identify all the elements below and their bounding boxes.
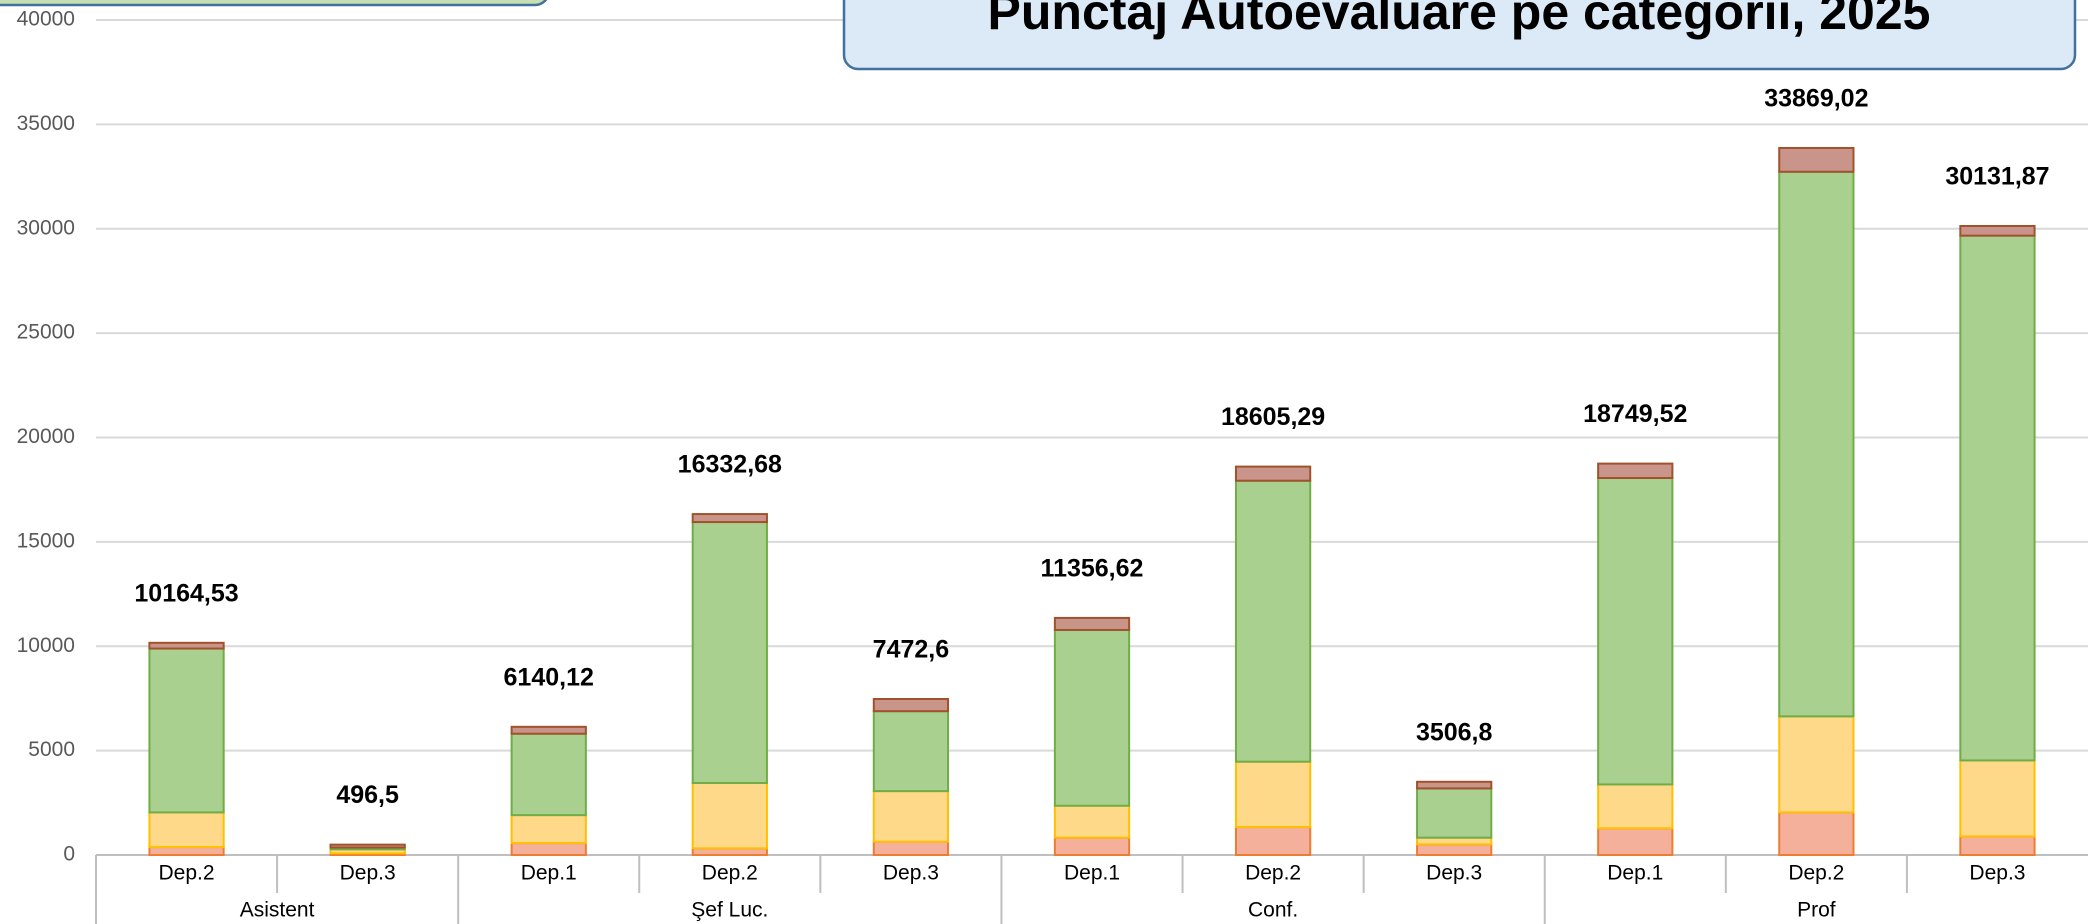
bar-segment (1234, 479, 1312, 763)
bar-segment (872, 710, 950, 793)
y-tick-label: 0 (63, 843, 75, 866)
bar-segment (1959, 835, 2036, 857)
bar-segment (691, 847, 768, 857)
bars (148, 146, 2036, 857)
bar-segment (1597, 783, 1674, 830)
bar-segment (510, 732, 587, 817)
total-label: 3506,8 (1416, 718, 1493, 746)
bar-segment (1959, 234, 2036, 762)
x-tick-label: Dep.2 (1245, 862, 1301, 885)
bar-segment (329, 843, 406, 849)
bar-segment (1597, 827, 1674, 857)
group-label: Asistent (240, 899, 315, 922)
x-tick-label: Dep.2 (159, 862, 215, 885)
y-tick-label: 20000 (17, 425, 75, 448)
y-tick-label: 15000 (17, 529, 75, 552)
bar-segment (1778, 170, 1855, 718)
bar-segment (1053, 616, 1131, 631)
total-label: 11356,62 (1041, 555, 1144, 583)
y-tick-label: 5000 (28, 738, 75, 761)
total-label: 6140,12 (504, 663, 594, 691)
bar-segment (1778, 146, 1855, 173)
bar-segment (1234, 465, 1312, 482)
bar-segment (1053, 628, 1131, 807)
bar-segment (510, 814, 587, 845)
bar-segment (1959, 224, 2036, 237)
bar-segment (148, 641, 225, 650)
bar-segment (1416, 787, 1493, 839)
bar-segment (1416, 843, 1493, 857)
bar-segment (148, 811, 225, 849)
total-label: 30131,87 (1945, 163, 2049, 191)
x-tick-label: Dep.2 (1788, 862, 1844, 885)
x-tick-label: Dep.3 (340, 862, 396, 885)
x-tick-label: Dep.1 (521, 862, 577, 885)
total-label: 10164,53 (134, 579, 238, 607)
group-label: Conf. (1248, 899, 1298, 922)
bar-segment (148, 647, 225, 814)
y-tick-label: 25000 (17, 321, 75, 344)
bar-segment (1778, 811, 1855, 856)
bar-segment (1597, 462, 1674, 479)
bar-segment (1416, 780, 1493, 790)
bar-segment (1597, 476, 1674, 786)
total-label: 7472,6 (873, 636, 949, 664)
group-label: Prof (1797, 899, 1836, 922)
total-label: 496,5 (336, 781, 399, 809)
top-left-box (0, 0, 548, 7)
total-label: 33869,02 (1764, 85, 1868, 113)
y-tick-label: 30000 (17, 216, 75, 239)
total-label: 18749,52 (1583, 400, 1687, 428)
y-tick-label: 35000 (17, 112, 75, 135)
x-tick-label: Dep.2 (702, 862, 758, 885)
bar-segment (691, 521, 768, 784)
bar-segment (1234, 826, 1312, 857)
title-box (842, 0, 2077, 71)
bar-segment (691, 781, 768, 850)
bar-segment (1053, 836, 1131, 857)
group-label: Şef Luc. (691, 899, 768, 922)
bar-segment (872, 840, 950, 857)
total-label: 16332,68 (678, 451, 782, 479)
total-label: 18605,29 (1221, 403, 1325, 431)
bar-segment (872, 698, 950, 713)
y-tick-label: 40000 (17, 8, 75, 31)
bar-segment (872, 790, 950, 843)
bar-segment (1234, 760, 1312, 829)
x-tick-label: Dep.3 (1426, 862, 1482, 885)
bar-segment (1959, 759, 2036, 838)
x-tick-label: Dep.3 (1969, 862, 2025, 885)
bar-segment (691, 513, 768, 524)
bar-segment (1416, 836, 1493, 846)
y-tick-label: 10000 (17, 634, 75, 657)
chart-title: Punctaj Autoevaluare pe categorii, 2025 (988, 0, 1931, 40)
x-tick-label: Dep.1 (1607, 862, 1663, 885)
bar-segment (1053, 804, 1131, 839)
x-tick-label: Dep.1 (1064, 862, 1120, 885)
bar-segment (1778, 715, 1855, 814)
bar-segment (148, 846, 225, 857)
bar-segment (510, 725, 587, 735)
x-tick-label: Dep.3 (883, 862, 939, 885)
bar-segment (510, 842, 587, 857)
labels: 0 5000 10000 15000 20000 25000 30000 35000 40000… (17, 8, 2050, 922)
